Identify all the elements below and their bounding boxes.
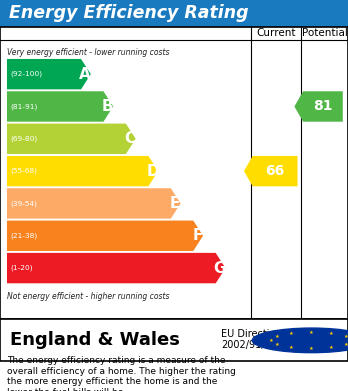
Text: Not energy efficient - higher running costs: Not energy efficient - higher running co…: [7, 292, 169, 301]
Text: 81: 81: [313, 99, 333, 113]
Polygon shape: [7, 253, 226, 283]
Text: C: C: [125, 131, 136, 146]
Text: G: G: [214, 260, 226, 276]
Text: A: A: [79, 66, 91, 82]
Polygon shape: [244, 156, 298, 187]
Text: ★: ★: [344, 342, 348, 347]
Polygon shape: [7, 124, 136, 154]
Text: B: B: [102, 99, 113, 114]
Text: E: E: [170, 196, 180, 211]
Text: Current: Current: [256, 29, 295, 38]
Text: Energy Efficiency Rating: Energy Efficiency Rating: [9, 4, 248, 22]
Text: Potential: Potential: [302, 29, 347, 38]
Text: D: D: [146, 163, 159, 179]
Text: ★: ★: [275, 342, 279, 347]
Text: (81-91): (81-91): [10, 103, 38, 110]
Text: (21-38): (21-38): [10, 233, 38, 239]
Bar: [0, 319, 348, 361]
Text: ★: ★: [269, 338, 274, 343]
Polygon shape: [7, 188, 181, 219]
Polygon shape: [7, 91, 113, 122]
Polygon shape: [7, 221, 203, 251]
Text: ★: ★: [289, 345, 294, 350]
Text: ★: ★: [309, 330, 314, 335]
Text: (39-54): (39-54): [10, 200, 38, 207]
Text: ★: ★: [289, 331, 294, 335]
Text: ★: ★: [309, 346, 314, 351]
Bar: [0, 0, 348, 27]
Text: The energy efficiency rating is a measure of the
overall efficiency of a home. T: The energy efficiency rating is a measur…: [7, 357, 236, 391]
Text: ★: ★: [329, 331, 334, 335]
Text: ★: ★: [329, 345, 334, 350]
Text: F: F: [192, 228, 203, 243]
Text: (1-20): (1-20): [10, 265, 33, 271]
Text: (69-80): (69-80): [10, 136, 38, 142]
Circle shape: [252, 328, 348, 353]
Text: 66: 66: [266, 164, 285, 178]
Polygon shape: [7, 156, 158, 187]
Text: EU Directive
2002/91/EC: EU Directive 2002/91/EC: [221, 329, 281, 350]
Text: (55-68): (55-68): [10, 168, 38, 174]
Text: ★: ★: [275, 334, 279, 339]
Polygon shape: [294, 91, 343, 122]
Text: England & Wales: England & Wales: [10, 331, 180, 349]
Text: (92-100): (92-100): [10, 71, 42, 77]
Text: ★: ★: [344, 334, 348, 339]
Text: Very energy efficient - lower running costs: Very energy efficient - lower running co…: [7, 48, 169, 57]
Polygon shape: [7, 59, 91, 90]
